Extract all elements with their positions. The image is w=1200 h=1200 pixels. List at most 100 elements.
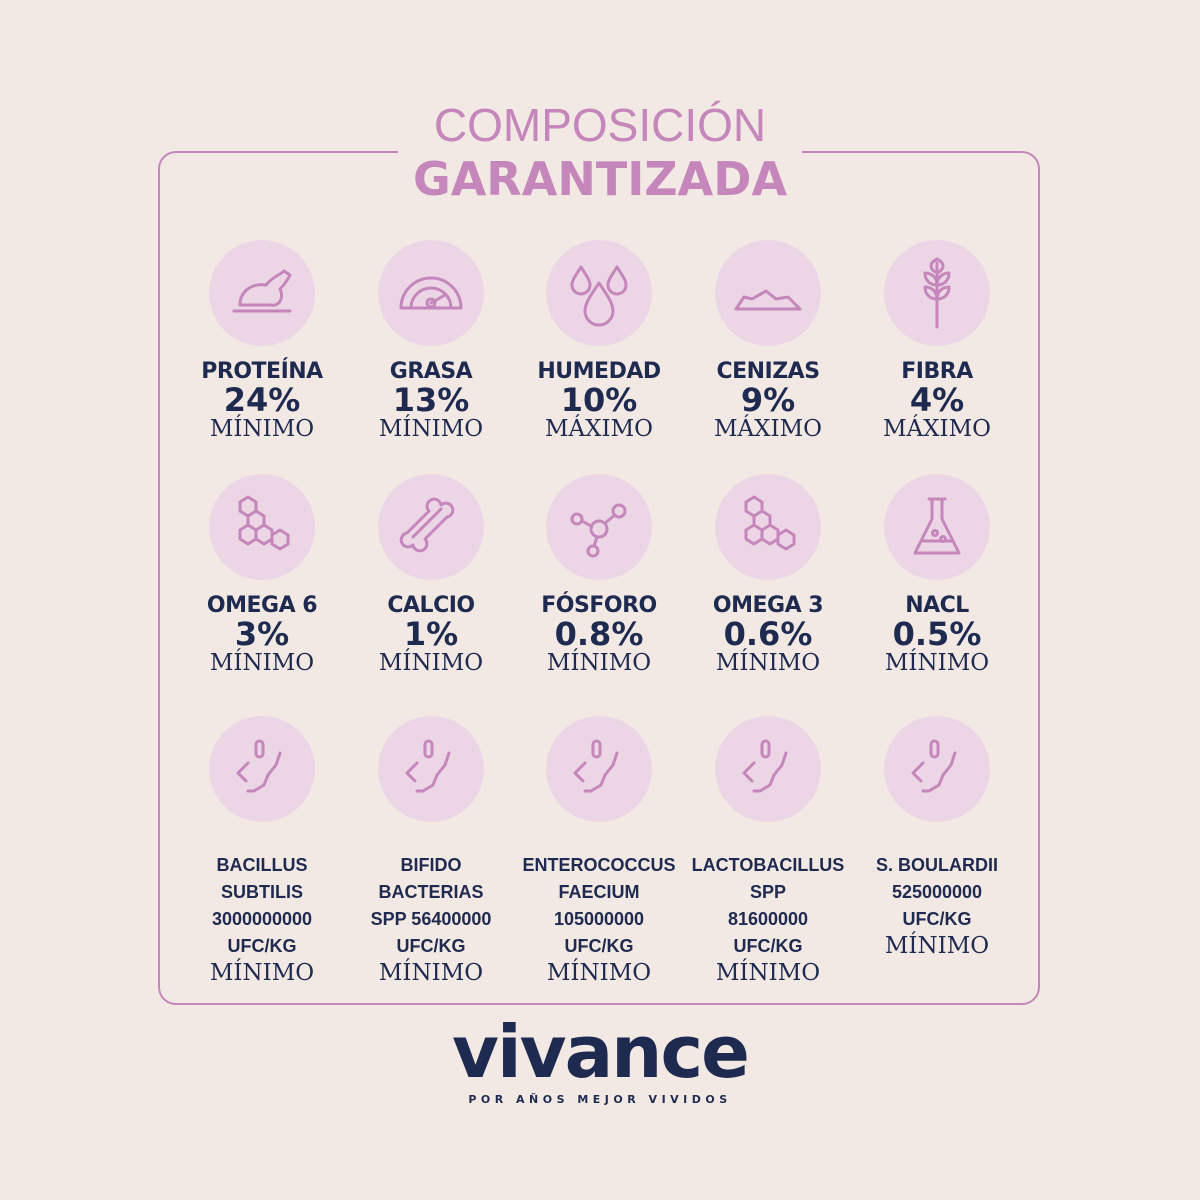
nutrient-qualifier: MÍNIMO [378, 650, 484, 676]
molecule-rings-icon [744, 495, 796, 551]
nutrient-value: 0.6% [723, 615, 813, 653]
probiotic-qualifier: MÍNIMO [378, 960, 484, 986]
probiotic-line: ENTEROCOCCUS [522, 855, 676, 875]
molecule-icon [570, 503, 627, 558]
nutrient-item: OMEGA 3 0.6% MÍNIMO [683, 474, 853, 676]
probiotic-line: 81600000 [727, 909, 809, 929]
nutrient-name: NACL [905, 593, 969, 618]
gauge-icon [399, 276, 463, 310]
probiotic-qualifier: MÍNIMO [884, 933, 990, 959]
probiotic-item: ENTEROCOCCUS FAECIUM 105000000 UFC/KG MÍNIMO [514, 716, 684, 986]
icon-circle [884, 474, 990, 580]
probiotic-line: 105000000 [553, 909, 645, 929]
probiotic-line: SUBTILIS [220, 882, 303, 902]
ash-pile-icon [734, 289, 802, 311]
nutrient-qualifier: MÍNIMO [209, 650, 315, 676]
icon-circle [715, 474, 821, 580]
icon-circle [209, 240, 315, 346]
nutrient-item: OMEGA 6 3% MÍNIMO [177, 474, 347, 676]
icon-circle [546, 716, 652, 822]
nutrient-item: NACL 0.5% MÍNIMO [852, 474, 1022, 676]
nutrient-value: 0.5% [892, 615, 982, 653]
title-line-2: GARANTIZADA [412, 152, 788, 206]
chicken-icon [232, 269, 292, 313]
icon-circle [209, 474, 315, 580]
nutrient-name: OMEGA 6 [206, 593, 318, 618]
probiotic-item: LACTOBACILLUS SPP 81600000 UFC/KG MÍNIMO [683, 716, 853, 986]
nutrient-qualifier: MÍNIMO [715, 650, 821, 676]
nutrient-item: CALCIO 1% MÍNIMO [346, 474, 516, 676]
title-line-1: COMPOSICIÓN [433, 99, 767, 151]
probiotic-item: BACILLUS SUBTILIS 3000000000 UFC/KG MÍNIMO [177, 716, 347, 986]
icon-circle [378, 240, 484, 346]
probiotic-line: BIFIDO [400, 855, 462, 875]
bacteria-icon [573, 739, 619, 793]
nutrient-qualifier: MÁXIMO [713, 416, 823, 442]
nutrient-qualifier: MÁXIMO [882, 416, 992, 442]
wheat-icon [923, 257, 951, 329]
probiotic-line: 3000000000 [211, 909, 313, 929]
probiotic-line: S. BOULARDII [875, 855, 998, 875]
nutrient-item: HUMEDAD 10% MÁXIMO [514, 240, 684, 442]
probiotic-text: ENTEROCOCCUS FAECIUM 105000000 UFC/KG [514, 852, 684, 960]
probiotic-line: UFC/KG [902, 909, 972, 929]
icon-circle [715, 240, 821, 346]
icon-circle [546, 474, 652, 580]
nutrient-name: PROTEÍNA [201, 359, 323, 384]
nutrient-name: FIBRA [901, 359, 973, 384]
bacteria-icon [742, 739, 788, 793]
probiotic-line: UFC/KG [396, 936, 466, 956]
probiotic-line: 525000000 [891, 882, 983, 902]
icon-circle [884, 240, 990, 346]
probiotic-line: SPP 56400000 [370, 909, 492, 929]
probiotic-line: UFC/KG [564, 936, 634, 956]
nutrient-name: FÓSFORO [541, 593, 657, 618]
icon-circle [209, 716, 315, 822]
nutrient-value: 24% [223, 381, 301, 419]
nutrient-name: HUMEDAD [537, 359, 661, 384]
nutrient-value: 9% [740, 381, 796, 419]
probiotic-line: BACTERIAS [378, 882, 484, 902]
nutrient-item: GRASA 13% MÍNIMO [346, 240, 516, 442]
probiotic-line: BACILLUS [216, 855, 308, 875]
probiotic-text: S. BOULARDII 525000000 UFC/KG [852, 852, 1022, 933]
nutrient-item: PROTEÍNA 24% MÍNIMO [177, 240, 347, 442]
bacteria-icon [911, 739, 957, 793]
nutrient-qualifier: MÍNIMO [209, 416, 315, 442]
nutrient-name: GRASA [389, 359, 473, 384]
nutrient-value: 1% [403, 615, 459, 653]
probiotic-line: UFC/KG [733, 936, 803, 956]
bacteria-icon [405, 739, 451, 793]
nutrient-value: 13% [392, 381, 470, 419]
molecule-rings-icon [238, 495, 290, 551]
nutrient-item: CENIZAS 9% MÁXIMO [683, 240, 853, 442]
probiotic-item: BIFIDO BACTERIAS SPP 56400000 UFC/KG MÍNIMO [346, 716, 516, 986]
nutrient-value: 10% [560, 381, 638, 419]
nutrient-item: FIBRA 4% MÁXIMO [852, 240, 1022, 442]
nutrient-name: CALCIO [387, 593, 475, 618]
bacteria-icon [236, 739, 282, 793]
brand-logo: vivance [452, 1010, 750, 1094]
probiotic-line: SPP [749, 882, 787, 902]
nutrient-name: OMEGA 3 [712, 593, 824, 618]
icon-circle [378, 474, 484, 580]
icon-circle [884, 716, 990, 822]
probiotic-line: UFC/KG [227, 936, 297, 956]
probiotic-qualifier: MÍNIMO [546, 960, 652, 986]
probiotic-text: BACILLUS SUBTILIS 3000000000 UFC/KG [177, 852, 347, 960]
nutrient-qualifier: MÁXIMO [544, 416, 654, 442]
nutrient-name: CENIZAS [716, 359, 820, 384]
nutrient-qualifier: MÍNIMO [378, 416, 484, 442]
frame-gap [398, 140, 802, 164]
water-drops-icon [570, 265, 628, 327]
probiotic-qualifier: MÍNIMO [209, 960, 315, 986]
nutrient-qualifier: MÍNIMO [546, 650, 652, 676]
nutrient-value: 0.8% [554, 615, 644, 653]
nutrient-item: FÓSFORO 0.8% MÍNIMO [514, 474, 684, 676]
nutrient-value: 3% [234, 615, 290, 653]
probiotic-qualifier: MÍNIMO [715, 960, 821, 986]
probiotic-line: LACTOBACILLUS [691, 855, 845, 875]
probiotic-line: FAECIUM [558, 882, 640, 902]
icon-circle [715, 716, 821, 822]
icon-circle [378, 716, 484, 822]
